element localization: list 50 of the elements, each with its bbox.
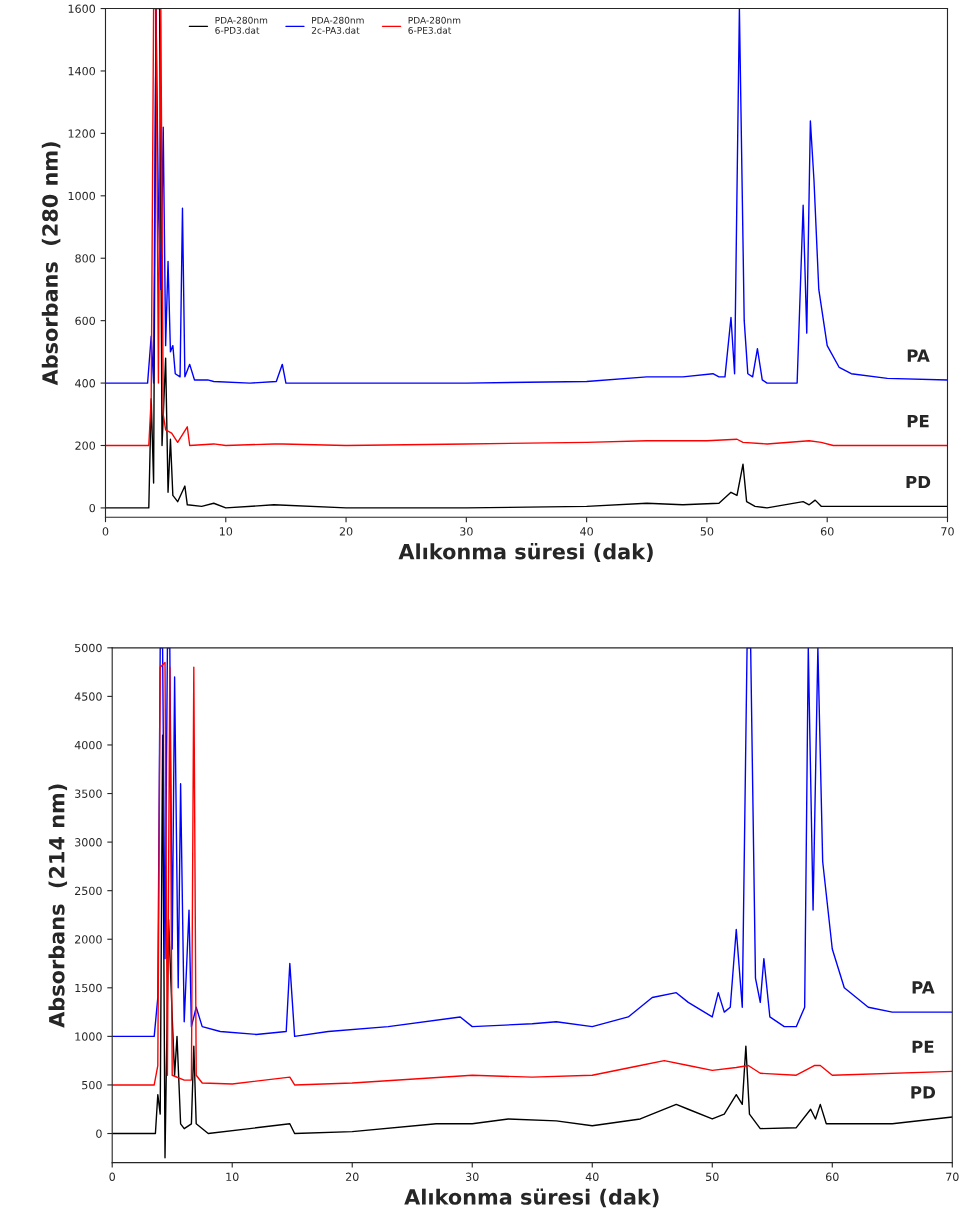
x-tick-label: 60 <box>820 527 834 536</box>
y-tick-label: 600 <box>75 316 96 326</box>
annotation: PD <box>911 1086 936 1099</box>
y-tick-label: 0 <box>89 503 96 513</box>
x-tick-label: 70 <box>946 1172 959 1181</box>
y-tick-label: 1000 <box>68 191 96 201</box>
y-tick-label: 800 <box>75 254 96 263</box>
y-axis-title: Absorbans (280 nm) <box>41 142 61 386</box>
y-tick-label: 2500 <box>75 886 102 896</box>
legend-label: PDA-280nm 6-PE3.dat <box>408 16 461 34</box>
x-tick-label: 70 <box>941 527 954 536</box>
x-tick-label: 0 <box>109 1172 115 1181</box>
legend-label: PDA-280nm 2c-PA3.dat <box>311 16 364 34</box>
x-tick-label: 30 <box>460 527 473 536</box>
y-tick-label: 3000 <box>75 838 102 847</box>
annotation: PE <box>912 1040 934 1053</box>
y-tick-label: 4000 <box>74 740 102 750</box>
y-axis-title: Absorbans (214 nm) <box>48 784 68 1028</box>
x-tick-label: 60 <box>825 1172 839 1181</box>
x-tick-label: 40 <box>585 1172 599 1181</box>
x-tick-label: 20 <box>345 1172 359 1181</box>
x-tick-label: 40 <box>580 527 593 536</box>
annotation: PE <box>907 415 929 428</box>
y-tick-label: 1500 <box>75 983 102 993</box>
x-tick-label: 50 <box>700 527 714 536</box>
y-tick-label: 2000 <box>75 935 102 944</box>
legend-label: PDA-280nm 6-PD3.dat <box>215 16 268 34</box>
y-tick-label: 1600 <box>68 4 96 13</box>
y-tick-label: 1400 <box>68 66 96 76</box>
annotation: PD <box>906 475 931 489</box>
y-tick-label: 3500 <box>75 789 102 798</box>
y-tick-label: 400 <box>75 379 96 388</box>
y-tick-label: 0 <box>96 1129 102 1138</box>
x-tick-label: 10 <box>226 1172 239 1181</box>
y-tick-label: 1200 <box>68 129 96 138</box>
annotation: PA <box>907 349 930 362</box>
y-tick-label: 500 <box>82 1080 102 1090</box>
annotation: PA <box>912 981 935 994</box>
y-tick-label: 200 <box>75 441 96 450</box>
x-axis-title: Alıkonma süresi (dak) <box>398 543 653 562</box>
x-tick-label: 10 <box>219 527 233 536</box>
x-tick-label: 0 <box>102 527 109 536</box>
x-tick-label: 30 <box>466 1172 479 1181</box>
x-tick-label: 50 <box>706 1172 719 1181</box>
y-tick-label: 5000 <box>75 643 102 653</box>
y-tick-label: 1000 <box>75 1032 102 1041</box>
line-series <box>112 734 953 1159</box>
y-tick-label: 4500 <box>74 692 102 701</box>
x-axis-title: Alıkonma süresi (dak) <box>404 1188 659 1208</box>
x-tick-label: 20 <box>339 527 353 536</box>
